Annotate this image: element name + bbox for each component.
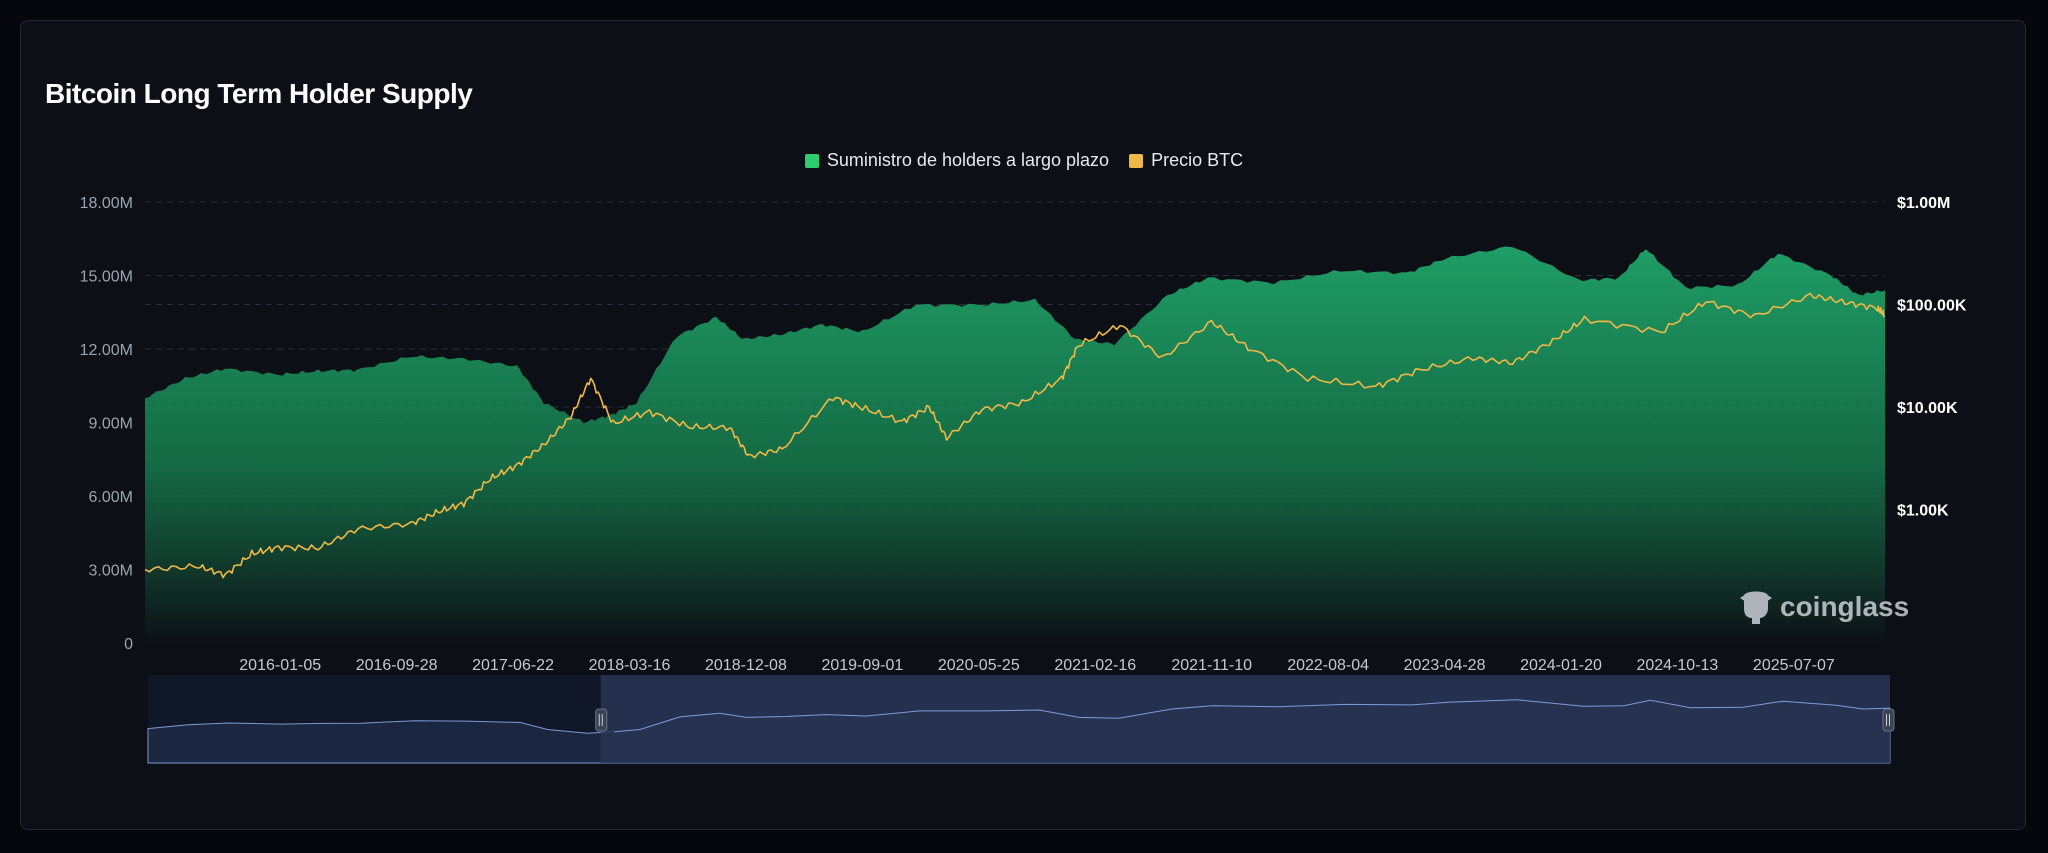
x-tick: 2022-08-04: [1287, 657, 1369, 674]
legend-item-price[interactable]: Precio BTC: [1129, 150, 1243, 171]
y-tick-left: 12.00M: [80, 342, 133, 359]
chart-legend: Suministro de holders a largo plazo Prec…: [0, 150, 2048, 171]
x-tick: 2021-11-10: [1171, 657, 1252, 674]
x-tick: 2017-06-22: [472, 657, 554, 674]
y-tick-left: 6.00M: [89, 489, 133, 506]
x-tick: 2020-05-25: [938, 657, 1020, 674]
y-tick-left: 18.00M: [80, 195, 133, 212]
x-tick: 2024-10-13: [1636, 657, 1718, 674]
navigator-selection[interactable]: [600, 675, 1890, 763]
legend-swatch-price: [1129, 153, 1144, 168]
price-line: [144, 292, 1886, 579]
navigator-handle-left[interactable]: [595, 708, 608, 732]
legend-label-supply: Suministro de holders a largo plazo: [826, 150, 1110, 170]
y-tick-right: $1.00M: [1897, 195, 1950, 212]
supply-area-layer: [145, 246, 1885, 643]
x-tick: 2018-03-16: [589, 657, 671, 674]
navigator-handle-right[interactable]: [1882, 708, 1895, 732]
y-tick-left: 3.00M: [89, 563, 133, 580]
y-tick-right: $1.00K: [1897, 503, 1949, 520]
watermark: coinglass: [1738, 588, 1909, 626]
x-tick: 2025-07-07: [1753, 657, 1835, 674]
x-tick: 2016-01-05: [239, 657, 321, 674]
coinglass-logo-icon: [1740, 591, 1772, 624]
chart-title: Bitcoin Long Term Holder Supply: [45, 78, 473, 109]
range-navigator[interactable]: [147, 675, 1895, 764]
y-tick-left: 9.00M: [89, 416, 133, 433]
x-tick: 2021-02-16: [1054, 657, 1136, 674]
y-axis-left: 0 3.00M 6.00M 9.00M 12.00M 15.00M 18.00M: [80, 195, 133, 653]
legend-item-supply[interactable]: Suministro de holders a largo plazo: [804, 150, 1110, 171]
x-tick: 2016-09-28: [356, 657, 438, 674]
x-tick: 2024-01-20: [1520, 657, 1602, 674]
y-tick-right: $10.00K: [1897, 400, 1958, 417]
supply-area: [145, 246, 1885, 643]
y-tick-right: $100.00K: [1897, 298, 1967, 315]
y-tick-left: 0: [124, 636, 133, 653]
navigator-series-selected: [614, 699, 1891, 733]
legend-swatch-supply: [804, 153, 819, 168]
x-tick: 2019-09-01: [821, 657, 903, 674]
legend-label-price: Precio BTC: [1151, 150, 1244, 170]
y-axis-right: $1.00K $10.00K $100.00K $1.00M: [1897, 195, 1967, 520]
x-tick: 2023-04-28: [1404, 657, 1486, 674]
x-axis: 2016-01-05 2016-09-28 2017-06-22 2018-03-16…: [239, 657, 1835, 674]
watermark-text: coinglass: [1780, 591, 1910, 622]
price-line-layer: [144, 292, 1886, 579]
x-tick: 2018-12-08: [705, 657, 787, 674]
y-tick-left: 15.00M: [80, 269, 133, 286]
